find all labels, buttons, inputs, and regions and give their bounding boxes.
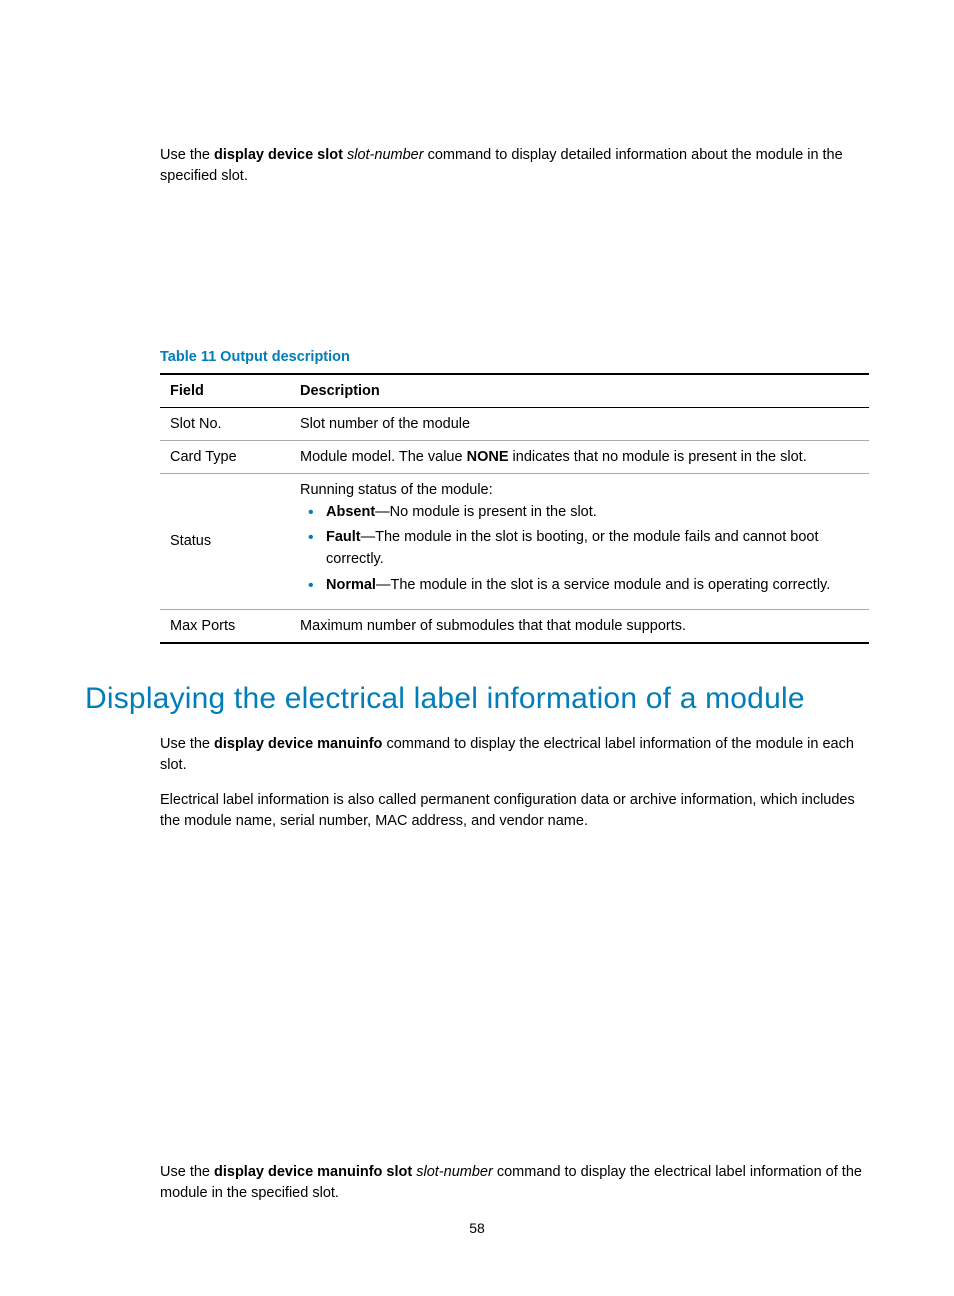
cell-description: Maximum number of submodules that that m… (290, 609, 869, 643)
col-header-field: Field (160, 374, 290, 408)
cell-description: Running status of the module: Absent—No … (290, 473, 869, 609)
text-bold: NONE (467, 449, 509, 465)
cell-field: Card Type (160, 440, 290, 473)
col-header-description: Description (290, 374, 869, 408)
text: Use the (160, 736, 214, 752)
cell-description: Slot number of the module (290, 407, 869, 440)
list-item: Normal—The module in the slot is a servi… (326, 575, 859, 597)
table-row: Max Ports Maximum number of submodules t… (160, 609, 869, 643)
list-item: Absent—No module is present in the slot. (326, 502, 859, 524)
text: Use the (160, 147, 214, 163)
command-arg-italic: slot-number (412, 1164, 493, 1180)
body-paragraph: Use the display device manuinfo slot slo… (160, 1162, 869, 1204)
page-number: 58 (0, 1220, 954, 1236)
text: —No module is present in the slot. (375, 504, 597, 520)
command-bold: display device slot (214, 147, 343, 163)
text: —The module in the slot is booting, or t… (326, 529, 818, 567)
intro-paragraph: Use the display device slot slot-number … (160, 145, 869, 187)
text: —The module in the slot is a service mod… (376, 577, 830, 593)
table-row: Status Running status of the module: Abs… (160, 473, 869, 609)
body-paragraph: Use the display device manuinfo command … (160, 734, 869, 776)
text: Use the (160, 1164, 214, 1180)
section-heading: Displaying the electrical label informat… (85, 682, 869, 716)
command-bold: display device manuinfo slot (214, 1164, 412, 1180)
list-item: Fault—The module in the slot is booting,… (326, 527, 859, 571)
text-bold: Normal (326, 577, 376, 593)
text-bold: Absent (326, 504, 375, 520)
text: Module model. The value (300, 449, 467, 465)
body-paragraph: Electrical label information is also cal… (160, 790, 869, 832)
status-intro: Running status of the module: (300, 482, 859, 498)
table-row: Card Type Module model. The value NONE i… (160, 440, 869, 473)
command-bold: display device manuinfo (214, 736, 382, 752)
command-arg-italic: slot-number (343, 147, 424, 163)
cell-field: Status (160, 473, 290, 609)
table-row: Slot No. Slot number of the module (160, 407, 869, 440)
text: indicates that no module is present in t… (509, 449, 807, 465)
text-bold: Fault (326, 529, 361, 545)
cell-field: Max Ports (160, 609, 290, 643)
cell-description: Module model. The value NONE indicates t… (290, 440, 869, 473)
table-header-row: Field Description (160, 374, 869, 408)
output-description-table: Field Description Slot No. Slot number o… (160, 373, 869, 644)
page: Use the display device slot slot-number … (0, 0, 954, 1296)
status-list: Absent—No module is present in the slot.… (300, 502, 859, 597)
table-caption: Table 11 Output description (160, 349, 869, 365)
cell-field: Slot No. (160, 407, 290, 440)
